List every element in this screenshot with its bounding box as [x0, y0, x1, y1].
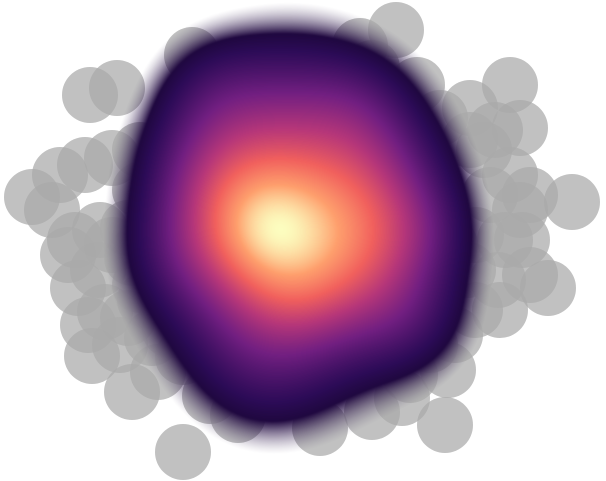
density-scatter-chart	[0, 0, 606, 481]
density-heatmap	[0, 0, 606, 481]
